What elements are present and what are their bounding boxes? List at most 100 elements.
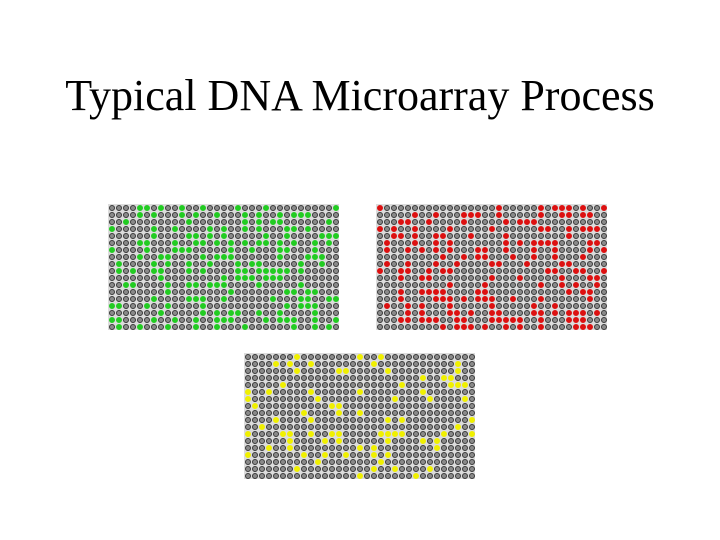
spot-unlit	[248, 204, 255, 211]
spot-unlit	[171, 218, 178, 225]
spot-unlit	[115, 204, 122, 211]
spot-unlit	[248, 288, 255, 295]
spot-unlit	[220, 267, 227, 274]
spot-unlit	[129, 232, 136, 239]
spot-unlit	[439, 218, 446, 225]
spot-unlit	[164, 316, 171, 323]
spot-lit	[328, 402, 335, 409]
spot-unlit	[509, 211, 516, 218]
spot-unlit	[307, 409, 314, 416]
spot-unlit	[314, 374, 321, 381]
spot-unlit	[425, 309, 432, 316]
spot-unlit	[318, 316, 325, 323]
spot-lit	[474, 295, 481, 302]
spot-unlit	[157, 239, 164, 246]
spot-unlit	[481, 274, 488, 281]
spot-unlit	[115, 295, 122, 302]
spot-unlit	[433, 360, 440, 367]
spot-unlit	[265, 416, 272, 423]
spot-unlit	[108, 267, 115, 274]
spot-lit	[279, 430, 286, 437]
spot-lit	[241, 274, 248, 281]
spot-unlit	[276, 225, 283, 232]
spot-unlit	[293, 472, 300, 479]
spot-unlit	[453, 281, 460, 288]
spot-unlit	[551, 288, 558, 295]
spot-unlit	[544, 309, 551, 316]
spot-unlit	[185, 253, 192, 260]
spot-unlit	[461, 353, 468, 360]
spot-unlit	[398, 353, 405, 360]
spot-lit	[185, 281, 192, 288]
spot-lit	[384, 451, 391, 458]
spot-unlit	[136, 267, 143, 274]
spot-unlit	[251, 430, 258, 437]
spot-lit	[383, 302, 390, 309]
spot-unlit	[412, 451, 419, 458]
spot-lit	[398, 416, 405, 423]
spot-unlit	[447, 465, 454, 472]
spot-lit	[115, 260, 122, 267]
spot-unlit	[258, 416, 265, 423]
spot-unlit	[412, 458, 419, 465]
spot-unlit	[454, 388, 461, 395]
spot-unlit	[314, 353, 321, 360]
spot-unlit	[454, 395, 461, 402]
spot-unlit	[495, 246, 502, 253]
spot-unlit	[405, 367, 412, 374]
spot-unlit	[157, 260, 164, 267]
spot-unlit	[129, 225, 136, 232]
spot-unlit	[335, 465, 342, 472]
spot-unlit	[481, 309, 488, 316]
spot-unlit	[586, 232, 593, 239]
spot-lit	[297, 260, 304, 267]
spot-unlit	[356, 374, 363, 381]
spot-unlit	[206, 211, 213, 218]
spot-unlit	[108, 211, 115, 218]
spot-unlit	[363, 416, 370, 423]
spot-unlit	[460, 267, 467, 274]
spot-lit	[265, 444, 272, 451]
spot-unlit	[523, 295, 530, 302]
spot-unlit	[286, 353, 293, 360]
spot-unlit	[474, 274, 481, 281]
spot-unlit	[328, 395, 335, 402]
spot-lit	[412, 472, 419, 479]
spot-unlit	[544, 246, 551, 253]
spot-unlit	[495, 253, 502, 260]
spot-lit	[516, 239, 523, 246]
spot-unlit	[481, 239, 488, 246]
spot-unlit	[411, 218, 418, 225]
spot-unlit	[300, 353, 307, 360]
spot-unlit	[286, 395, 293, 402]
spot-unlit	[377, 465, 384, 472]
spot-lit	[537, 323, 544, 330]
spot-lit	[377, 353, 384, 360]
spot-unlit	[136, 288, 143, 295]
spot-unlit	[600, 260, 607, 267]
spot-unlit	[474, 225, 481, 232]
spot-unlit	[279, 458, 286, 465]
spot-unlit	[411, 267, 418, 274]
spot-unlit	[251, 395, 258, 402]
spot-unlit	[530, 225, 537, 232]
spot-unlit	[384, 388, 391, 395]
spot-unlit	[328, 472, 335, 479]
spot-lit	[311, 302, 318, 309]
spot-unlit	[363, 465, 370, 472]
spot-lit	[276, 253, 283, 260]
spot-unlit	[318, 288, 325, 295]
spot-lit	[262, 232, 269, 239]
spot-unlit	[376, 218, 383, 225]
spot-lit	[481, 253, 488, 260]
spot-unlit	[376, 274, 383, 281]
spot-unlit	[391, 402, 398, 409]
spot-unlit	[251, 472, 258, 479]
spot-unlit	[474, 239, 481, 246]
spot-unlit	[150, 204, 157, 211]
spot-unlit	[171, 267, 178, 274]
spot-unlit	[390, 295, 397, 302]
spot-unlit	[370, 437, 377, 444]
spot-unlit	[467, 253, 474, 260]
spot-unlit	[300, 395, 307, 402]
